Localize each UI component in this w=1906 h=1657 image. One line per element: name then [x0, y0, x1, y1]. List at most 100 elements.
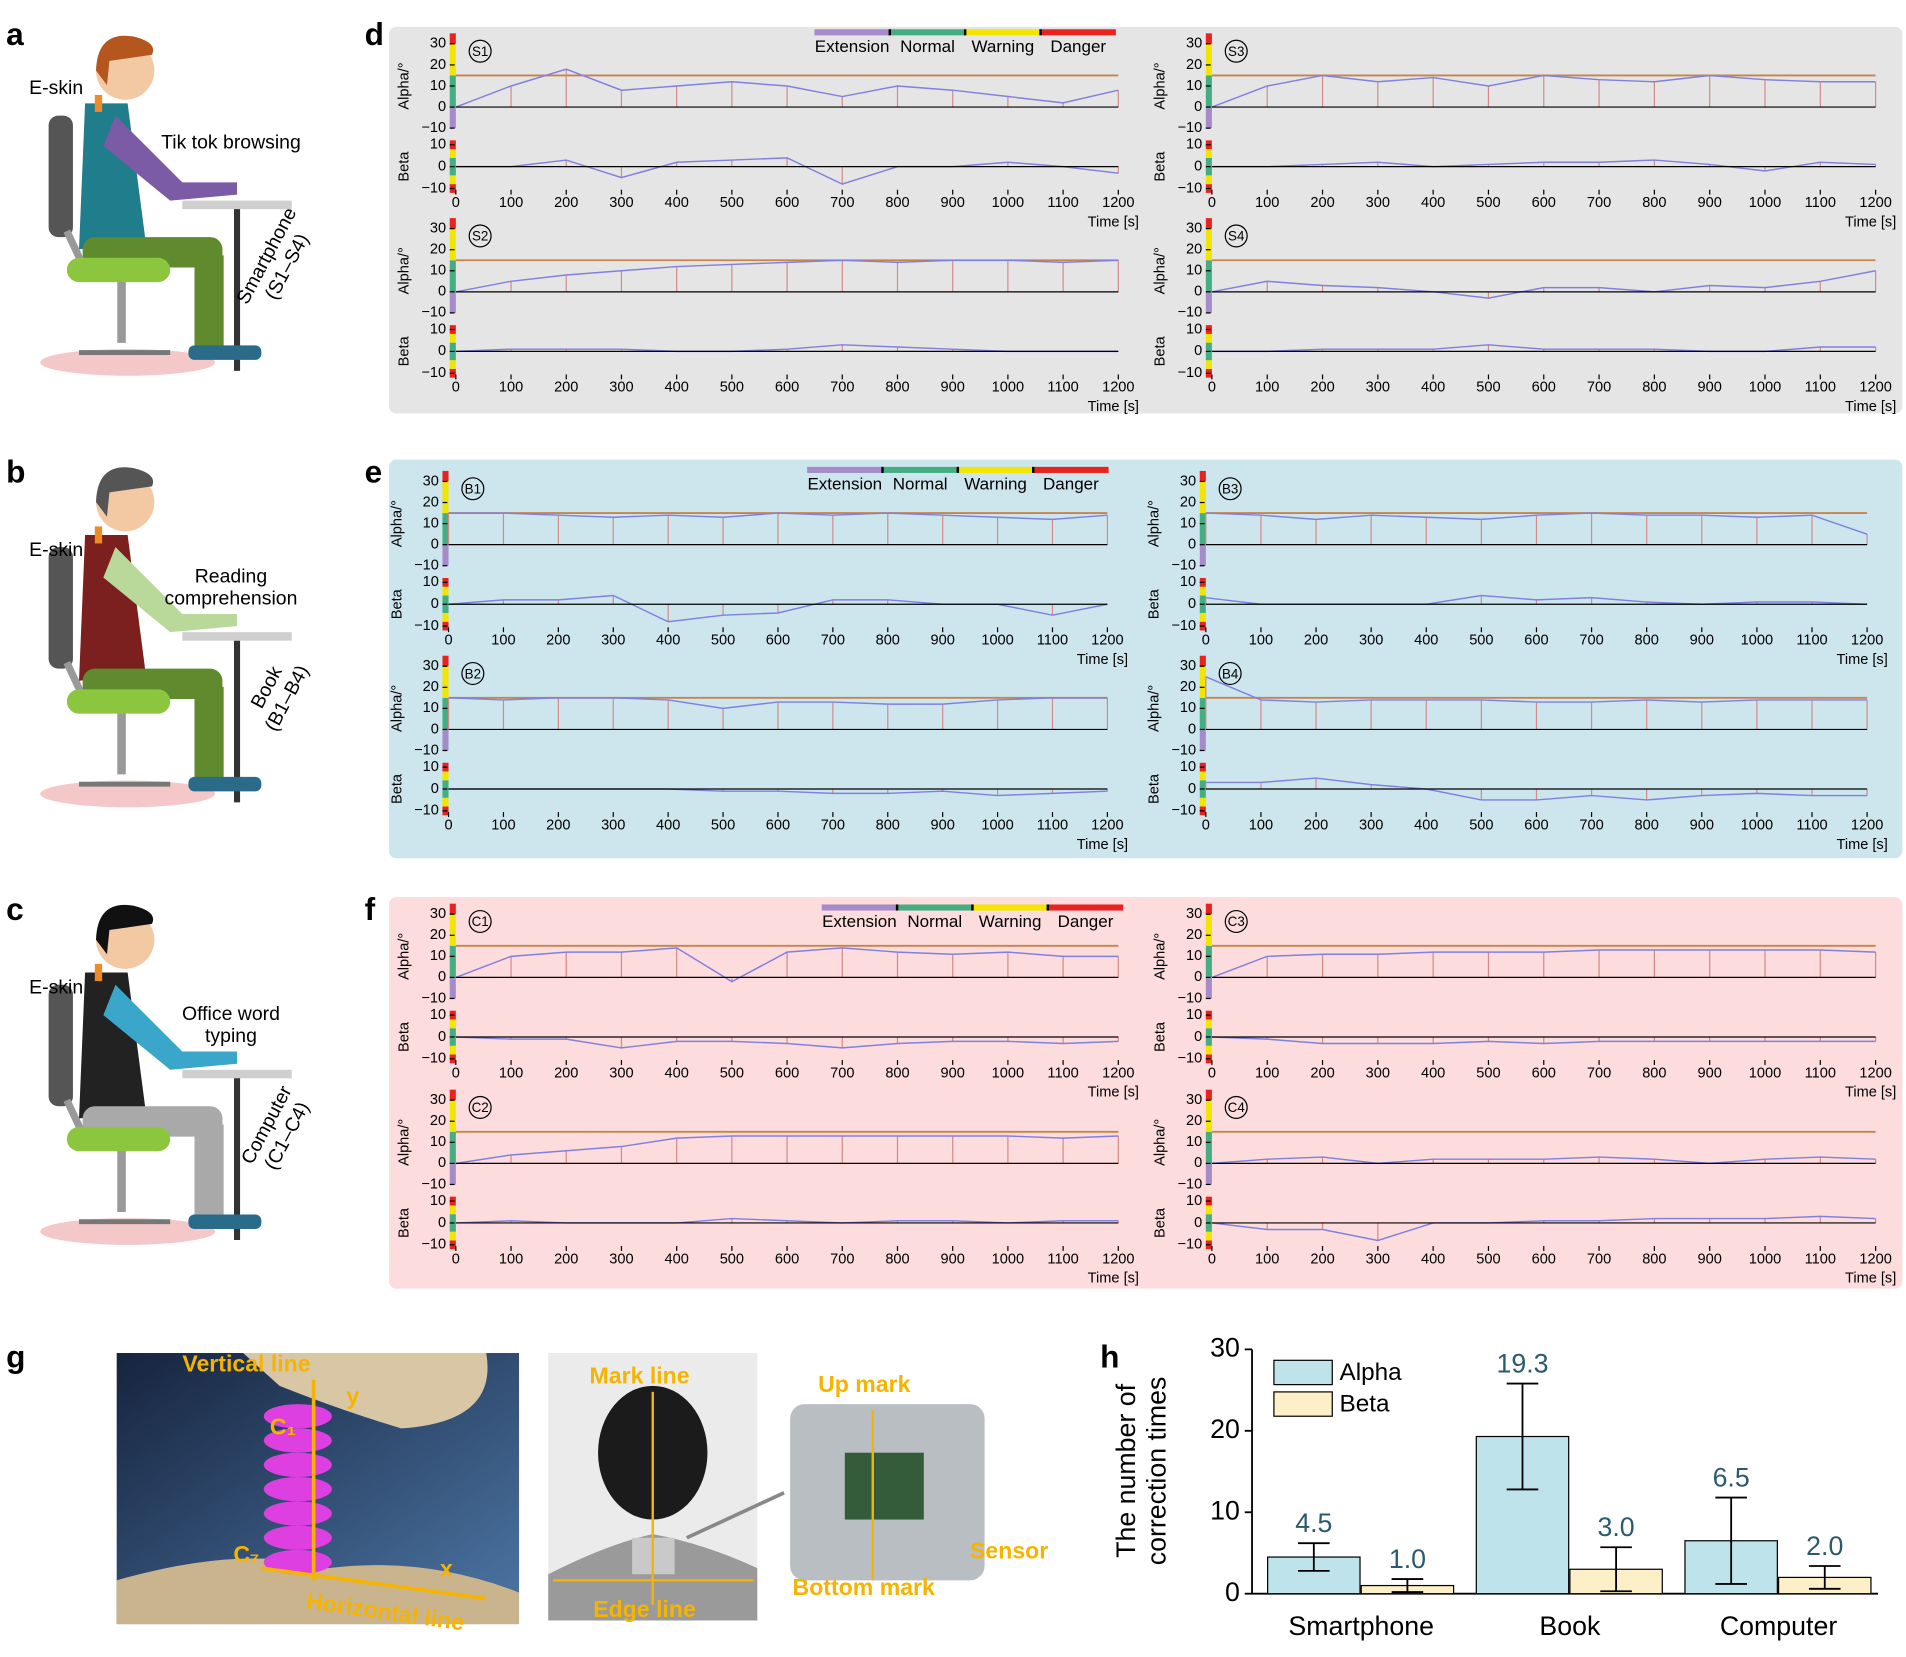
photo-label: C₇ [233, 1541, 259, 1567]
beta-zone-bar [1205, 1019, 1212, 1029]
x-tick-label: 700 [830, 1065, 854, 1081]
alpha-trace [1205, 512, 1868, 535]
beta-tick-label: 0 [1194, 1215, 1202, 1231]
x-tick-label: 500 [711, 817, 735, 833]
session-badge [461, 661, 485, 686]
x-axis-title: Time [s] [1845, 1085, 1896, 1101]
x-tick-label: 400 [1421, 380, 1445, 396]
x-tick-label: 1100 [1805, 1065, 1836, 1081]
x-tick-label: 1000 [981, 817, 1013, 833]
zone-name: Danger [1050, 37, 1106, 56]
panel-label: a [6, 16, 24, 52]
alpha-tick-label: 30 [430, 906, 446, 922]
y-axis-title: correction times [1141, 1377, 1171, 1566]
activity-label: Office word [182, 1003, 280, 1025]
beta-zone-bar [1205, 1205, 1212, 1215]
beta-tick-label: 0 [438, 1215, 446, 1231]
alpha-tick-label: −10 [1171, 558, 1196, 574]
shin [194, 686, 224, 785]
panel-background [388, 459, 1903, 859]
session-label: C1 [472, 914, 489, 929]
x-tick-label: 700 [1587, 1065, 1611, 1081]
alpha-tick-label: −10 [1177, 990, 1202, 1006]
x-tick-label: 600 [775, 1251, 799, 1267]
x-tick-label: 1000 [992, 380, 1024, 396]
panel-label: c [6, 891, 24, 927]
x-tick-label: 900 [941, 195, 965, 211]
alpha-axis-title: Alpha/° [389, 685, 405, 732]
alpha-tick-label: 10 [430, 948, 446, 964]
board [844, 1452, 924, 1520]
session-label: C4 [1228, 1100, 1246, 1115]
floor [40, 780, 216, 808]
shoe [188, 345, 262, 360]
x-tick-label: 1000 [1749, 380, 1781, 396]
session-label: B2 [465, 666, 481, 681]
alpha-zone-bar [1205, 1163, 1212, 1185]
beta-trace [1211, 1215, 1876, 1242]
x-tick-label: Book [1539, 1611, 1601, 1641]
session-badge [468, 1095, 492, 1120]
alpha-tick-label: 0 [431, 537, 439, 553]
x-tick-label: 600 [1524, 817, 1548, 833]
seat [66, 1126, 171, 1152]
x-tick-label: 100 [491, 817, 515, 833]
alpha-tick-label: 20 [1186, 1113, 1202, 1129]
x-tick-label: 300 [609, 1065, 633, 1081]
alpha-axis-title: Alpha/° [1153, 933, 1169, 980]
beta-trace [455, 1036, 1119, 1049]
desk [182, 632, 292, 641]
x-tick-label: 100 [1255, 1251, 1279, 1267]
activity-label: Reading [195, 566, 267, 588]
x-tick-label: 900 [1698, 195, 1722, 211]
x-tick-label: 0 [444, 633, 452, 649]
x-tick-label: 300 [601, 633, 625, 649]
x-tick-label: Computer [1720, 1611, 1837, 1641]
beta-tick-label: 0 [1188, 781, 1196, 797]
x-tick-label: 500 [720, 195, 744, 211]
x-tick-label: 800 [1642, 380, 1666, 396]
beta-axis-title: Beta [1147, 773, 1163, 804]
x-tick-label: 600 [766, 817, 790, 833]
x-tick-label: 500 [1469, 817, 1493, 833]
chair-back [48, 547, 73, 669]
x-tick-label: 100 [1249, 817, 1273, 833]
x-tick-label: 300 [1359, 817, 1383, 833]
session-badge [468, 909, 492, 934]
zone-swatch [814, 29, 890, 36]
beta-zone-bar [449, 1231, 456, 1241]
x-tick-label: 1100 [1047, 1065, 1078, 1081]
session-badge [1224, 909, 1248, 934]
beta-axis-title: Beta [1153, 1207, 1169, 1238]
beta-axis-title: Beta [397, 336, 413, 367]
backgrounds [388, 26, 1903, 1289]
alpha-tick-label: 10 [430, 78, 446, 94]
session-badge [461, 477, 485, 501]
beta-zone-bar [1205, 1045, 1212, 1055]
activity-label: comprehension [165, 588, 298, 610]
beta-zone-bar [442, 771, 449, 781]
x-tick-label: 1100 [1047, 195, 1078, 211]
session-label: S3 [1228, 44, 1244, 59]
zone-sep [956, 466, 960, 473]
alpha-zone-bar [1205, 260, 1212, 292]
x-tick-label: 500 [711, 633, 735, 649]
x-tick-label: 800 [1642, 1251, 1666, 1267]
alpha-tick-label: 0 [1194, 969, 1202, 985]
x-tick-label: 1200 [1859, 1251, 1891, 1267]
x-tick-label: 200 [1310, 380, 1334, 396]
beta-zone-bar [1205, 1231, 1212, 1241]
x-tick-label: 0 [452, 380, 460, 396]
zone-swatch [807, 466, 883, 473]
x-tick-label: 1000 [1749, 1251, 1781, 1267]
alpha-trace [1211, 949, 1876, 979]
alpha-tick-label: 10 [423, 700, 439, 716]
seat [66, 257, 171, 283]
alpha-zone-bar [449, 914, 456, 946]
x-tick-label: 0 [1208, 1065, 1216, 1081]
photo-label: x [440, 1556, 453, 1582]
alpha-tick-label: −10 [1177, 1176, 1202, 1192]
x-tick-label: 700 [1587, 1251, 1611, 1267]
beta-tick-label: −10 [1177, 365, 1202, 381]
beta-tick-label: 0 [1194, 343, 1202, 359]
